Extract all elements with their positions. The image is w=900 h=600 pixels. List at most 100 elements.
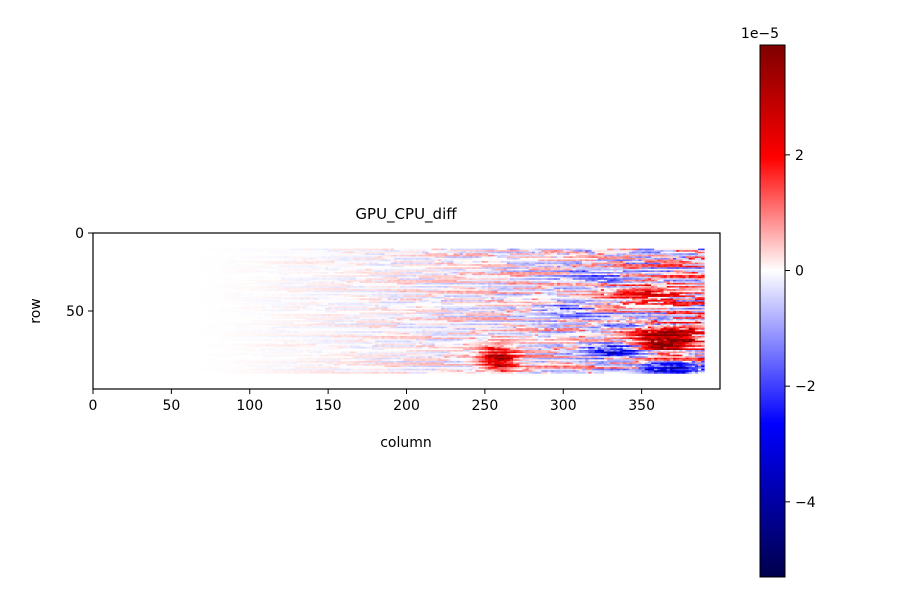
heatmap-cell [149,251,153,254]
heatmap-cell [337,253,341,256]
heatmap-cell [431,256,436,259]
heatmap-cell [585,270,589,273]
heatmap-cell [535,262,539,265]
heatmap-cell [303,256,307,259]
heatmap-cell [303,268,307,271]
heatmap-cell [560,267,564,270]
heatmap-cell [666,268,671,271]
heatmap-cell [331,259,335,262]
heatmap-cell [130,261,135,263]
heatmap-cell [205,262,210,265]
heatmap-cell [133,261,138,263]
heatmap-cell [381,270,385,273]
heatmap-cell [406,261,410,263]
heatmap-cell [277,251,282,254]
heatmap-cell [516,264,520,267]
heatmap-cell [256,250,260,253]
heatmap-cell [447,264,451,267]
heatmap-cell [447,254,451,257]
heatmap-cell [531,253,536,256]
heatmap-cell [415,265,420,268]
heatmap-cell [607,262,611,265]
heatmap-cell [400,248,404,251]
heatmap-cell [133,262,138,265]
heatmap-cell [387,261,392,263]
heatmap-cell [381,248,385,251]
heatmap-cell [174,262,178,265]
heatmap-cell [629,264,633,267]
heatmap-cell [415,257,420,260]
heatmap-cell [500,262,504,265]
heatmap-cell [96,265,100,268]
heatmap-cell [563,248,567,251]
heatmap-cell [152,251,156,254]
heatmap-cell [475,268,479,271]
heatmap-cell [425,254,429,257]
heatmap-cell [691,257,696,260]
heatmap-cell [585,261,589,263]
heatmap-cell [591,251,595,254]
heatmap-cell [209,261,213,263]
heatmap-cell [541,259,545,262]
heatmap-cell [271,250,276,253]
heatmap-cell [324,250,329,253]
heatmap-cell [663,259,667,262]
heatmap-cell [331,251,335,254]
heatmap-cell [469,267,473,270]
heatmap-cell [575,254,580,257]
heatmap-cell [560,248,564,251]
heatmap-cell [569,256,573,259]
heatmap-cell [484,250,489,253]
heatmap-cell [578,248,583,251]
heatmap-cell [575,259,580,262]
heatmap-cell [127,265,131,268]
heatmap-cell [334,257,338,260]
heatmap-cell [591,267,595,270]
heatmap-cell [237,248,241,251]
heatmap-cell [321,270,326,273]
heatmap-cell [597,254,602,257]
heatmap-cell [513,268,517,271]
heatmap-cell [127,262,131,265]
heatmap-cell [669,267,674,270]
heatmap-cell [346,265,351,268]
heatmap-cell [271,261,276,263]
heatmap-cell [688,265,693,268]
heatmap-cell [274,267,279,270]
heatmap-cell [660,250,664,253]
heatmap-cell [672,248,677,251]
heatmap-cell [431,257,436,260]
heatmap-cell [161,268,166,271]
heatmap-cell [124,248,128,251]
heatmap-cell [550,257,555,260]
heatmap-cell [359,256,363,259]
heatmap-cell [588,267,592,270]
heatmap-cell [503,270,508,273]
heatmap-cell [616,253,620,256]
heatmap-cell [666,254,671,257]
heatmap-cell [406,256,410,259]
heatmap-cell [230,265,235,268]
heatmap-cell [105,253,109,256]
heatmap-cell [484,264,489,267]
heatmap-cell [635,265,639,268]
heatmap-cell [196,265,200,268]
heatmap-cell [632,265,636,268]
heatmap-cell [212,261,216,263]
heatmap-cell [274,253,279,256]
heatmap-cell [309,262,313,265]
heatmap-cell [513,259,517,262]
heatmap-cell [306,253,310,256]
heatmap-cell [566,270,570,273]
heatmap-cell [212,250,216,253]
heatmap-cell [588,250,592,253]
heatmap-cell [146,251,150,254]
heatmap-cell [205,270,210,273]
heatmap-cell [259,262,263,265]
heatmap-cell [585,257,589,260]
heatmap-cell [124,264,128,267]
heatmap-cell [566,253,570,256]
heatmap-cell [613,253,617,256]
heatmap-cell [553,270,558,273]
heatmap-cell [221,248,225,251]
